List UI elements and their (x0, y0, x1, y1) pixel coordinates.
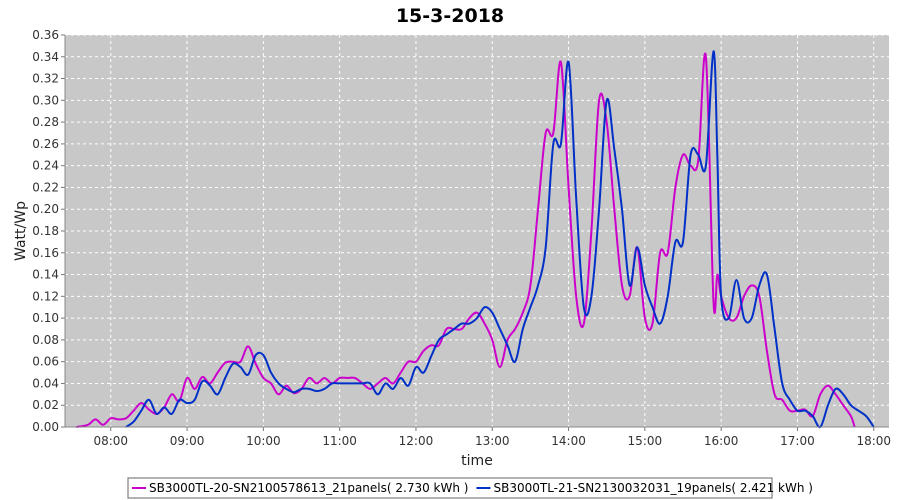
x-tick-label: 12:00 (399, 434, 434, 448)
x-tick-label: 09:00 (170, 434, 205, 448)
legend-label: SB3000TL-20-SN2100578613_21panels( 2.730… (149, 481, 468, 495)
legend: SB3000TL-20-SN2100578613_21panels( 2.730… (127, 477, 813, 499)
y-tick-label: 0.30 (32, 93, 59, 107)
y-tick-label: 0.26 (32, 137, 59, 151)
y-tick-label: 0.36 (32, 28, 59, 42)
x-tick-label: 17:00 (780, 434, 815, 448)
legend-label: SB3000TL-21-SN2130032031_19panels( 2.421… (493, 481, 812, 495)
y-tick-label: 0.06 (32, 355, 59, 369)
y-tick-label: 0.32 (32, 72, 59, 86)
x-tick-label: 18:00 (856, 434, 891, 448)
y-tick-label: 0.00 (32, 420, 59, 434)
y-tick-label: 0.02 (32, 398, 59, 412)
chart-title: 15-3-2018 (396, 5, 504, 27)
y-tick-label: 0.04 (32, 376, 59, 390)
y-tick-label: 0.16 (32, 246, 59, 260)
x-tick-label: 15:00 (628, 434, 663, 448)
y-tick-label: 0.10 (32, 311, 59, 325)
y-tick-label: 0.12 (32, 289, 59, 303)
x-tick-label: 11:00 (322, 434, 357, 448)
y-tick-label: 0.22 (32, 180, 59, 194)
y-tick-label: 0.28 (32, 115, 59, 129)
y-axis-label: Watt/Wp (13, 201, 29, 261)
x-tick-label: 14:00 (551, 434, 586, 448)
legend-item-1: SB3000TL-20-SN2100578613_21panels( 2.730… (132, 481, 468, 495)
legend-item-2: SB3000TL-21-SN2130032031_19panels( 2.421… (476, 481, 813, 495)
y-tick-label: 0.24 (32, 159, 59, 173)
y-tick-label: 0.08 (32, 333, 59, 347)
y-tick-label: 0.34 (32, 50, 59, 64)
y-tick-label: 0.20 (32, 202, 59, 216)
series-line-2 (125, 50, 875, 429)
x-tick-label: 08:00 (93, 434, 128, 448)
x-tick-label: 16:00 (704, 434, 739, 448)
axes: 0.00 0.02 0.04 0.06 0.08 0.10 0.12 0.14 0.16 0.18… (32, 28, 891, 448)
y-tick-label: 0.14 (32, 268, 59, 282)
plot-area (65, 35, 889, 427)
series-layer (76, 50, 875, 429)
grid (65, 34, 889, 428)
x-axis-label: time (461, 453, 493, 469)
x-tick-label: 10:00 (246, 434, 281, 448)
legend-box (127, 477, 773, 499)
y-tick-label: 0.18 (32, 224, 59, 238)
x-tick-label: 13:00 (475, 434, 510, 448)
